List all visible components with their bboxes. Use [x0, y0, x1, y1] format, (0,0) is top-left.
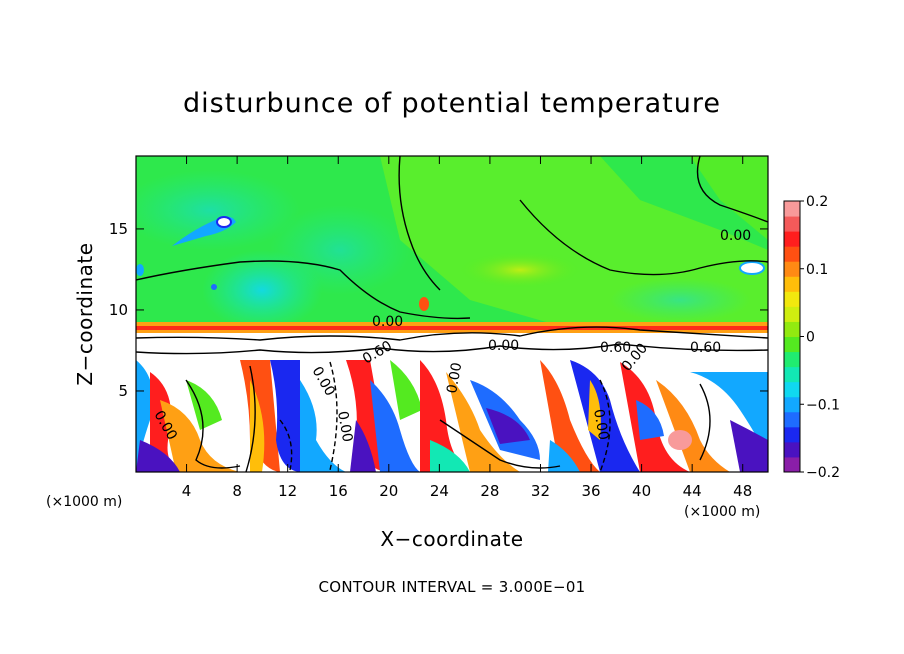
colorbar-segment	[784, 306, 800, 322]
x-tick-label: 8	[232, 482, 242, 500]
isolated-blobs	[136, 216, 765, 311]
cyan-patch-upper	[136, 170, 300, 250]
boundary-layer	[136, 357, 768, 472]
contour-lower-6	[699, 383, 711, 461]
x-tick-label: 4	[182, 482, 192, 500]
colorbar-segment	[784, 366, 800, 383]
contour-lower-5	[599, 379, 611, 472]
cyan-patch-mid	[270, 205, 410, 295]
contour-lower-3	[329, 361, 338, 471]
contour-inversion-top	[136, 326, 768, 341]
colorbar-tick-label: 0.1	[806, 262, 828, 278]
plot-area	[136, 156, 768, 472]
cyan-patch-right	[610, 278, 750, 322]
contour-label: 0.00	[334, 410, 355, 443]
contour-lower-1	[185, 379, 241, 469]
colorbar-segment	[784, 201, 800, 217]
contour-lower-4	[439, 419, 561, 469]
contour-zero-mid	[398, 156, 441, 291]
colorbar-tick-label: 0	[806, 330, 815, 346]
y-tick-label: 15	[109, 220, 128, 238]
colorbar-segment	[784, 336, 800, 353]
colorbar-tick-label: 0.2	[806, 194, 828, 210]
x-tick-label: 36	[581, 482, 600, 500]
contour-label: 0.00	[720, 228, 751, 244]
contour-label: 0.00	[488, 338, 519, 354]
colorbar-segment	[784, 261, 800, 277]
contour-label: 0.00	[444, 361, 465, 394]
contour-inversion-bottom	[136, 343, 768, 355]
x-tick-label: 44	[683, 482, 702, 500]
colorbar-segment	[784, 456, 800, 473]
y-axis-label: Z−coordinate	[73, 242, 97, 385]
x-axis-label: X−coordinate	[380, 527, 523, 551]
contour-interval-note: CONTOUR INTERVAL = 3.000E−01	[318, 578, 585, 596]
colorbar-segment	[784, 276, 800, 292]
yellow-patch	[460, 252, 580, 288]
colorbar-segment	[784, 396, 800, 413]
x-tick-label: 28	[480, 482, 499, 500]
contour-lower-2	[245, 365, 256, 472]
colorbar-segment	[784, 381, 800, 398]
x-tick-label: 32	[531, 482, 550, 500]
x-tick-label: 12	[278, 482, 297, 500]
x-tick-label: 24	[430, 482, 449, 500]
colorbar-segment	[784, 441, 800, 458]
x-tick-label: 48	[733, 482, 752, 500]
colorbar-segment	[784, 216, 800, 232]
chart-title: disturbunce of potential temperature	[183, 88, 721, 119]
upper-field-light-band-right	[690, 156, 768, 240]
colorbar-tick-label: −0.2	[806, 465, 840, 481]
y-tick-label: 5	[118, 382, 128, 400]
contour-zero-upper-right	[696, 156, 768, 223]
contour-lines	[136, 156, 768, 472]
y-axis-ticks: 5 10 15	[109, 220, 768, 400]
contour-lower-7	[279, 419, 293, 471]
contour-label: 0.00	[590, 408, 611, 441]
x-tick-label: 16	[329, 482, 348, 500]
colorbar-segment	[784, 351, 800, 368]
colorbar-segment	[784, 426, 800, 443]
colorbar-segment	[784, 321, 800, 337]
contour-label: 0.00	[372, 314, 403, 330]
colorbar-segment	[784, 246, 800, 262]
x-tick-label: 20	[379, 482, 398, 500]
colorbar-segment	[784, 231, 800, 247]
colorbar-labels: 0.2 0.1 0 −0.1 −0.2	[800, 194, 840, 481]
contour-zero-right	[519, 199, 768, 276]
x-unit-right: (×1000 m)	[684, 504, 760, 520]
colorbar-segment	[784, 291, 800, 307]
colorbar-tick-label: −0.1	[806, 397, 840, 413]
colorbar-segment	[784, 411, 800, 428]
y-tick-label: 10	[109, 301, 128, 319]
colorbar	[784, 201, 800, 473]
plot-frame	[135, 155, 769, 473]
x-tick-label: 40	[632, 482, 651, 500]
x-axis-ticks: 4 8 12 16 20 24 28 32 36 40 44 48	[182, 156, 752, 500]
contour-label: 0.60	[600, 340, 631, 356]
contour-label: 0.60	[690, 340, 721, 356]
inversion-layer	[136, 322, 768, 357]
x-unit-left: (×1000 m)	[46, 494, 122, 510]
contour-zero-left	[136, 260, 471, 320]
